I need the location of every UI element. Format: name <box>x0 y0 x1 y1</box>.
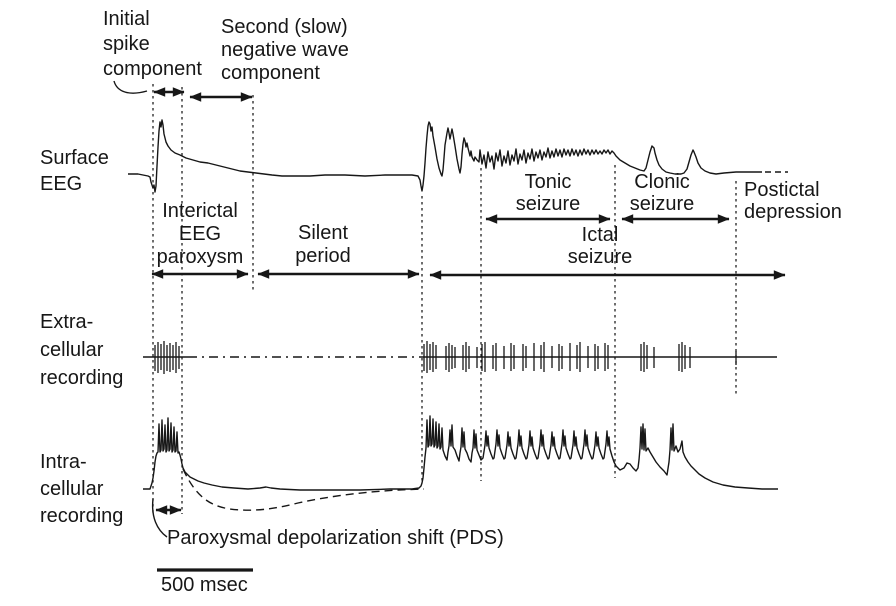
intracellular-hyperpolarization-dashed <box>182 468 425 511</box>
dashed-guides <box>152 84 737 516</box>
label-initial-spike-component: Initial spike component <box>103 8 202 80</box>
label-pds: Paroxysmal depolarization shift (PDS) <box>167 527 504 549</box>
label-second-negative-wave: Second (slow) negative wave component <box>221 16 349 84</box>
label-silent-period: Silent period <box>295 222 351 267</box>
label-ictal-seizure: Ictal seizure <box>567 224 633 268</box>
label-scale-bar: 500 msec <box>161 574 248 596</box>
leader-pds <box>151 498 168 538</box>
extracellular-trace <box>143 341 777 374</box>
annotation-arrows <box>151 87 786 515</box>
intracellular-trace <box>143 415 778 511</box>
label-clonic-seizure: Clonic seizure <box>629 171 695 215</box>
extracellular-spikes <box>154 341 737 374</box>
label-surface-eeg: Surface EEG <box>40 147 109 195</box>
label-interictal-paroxysm: Interictal EEG paroxysm <box>156 200 244 268</box>
label-tonic-seizure: Tonic seizure <box>515 171 581 215</box>
label-intracellular-recording: Intra- cellular recording <box>40 451 124 527</box>
leader-initial-spike <box>113 80 148 94</box>
leader-lines <box>113 80 168 538</box>
label-postictal-depression: Postictal depression <box>744 179 842 223</box>
surface-eeg-trace <box>128 119 788 193</box>
label-extracellular-recording: Extra- cellular recording <box>40 311 124 389</box>
